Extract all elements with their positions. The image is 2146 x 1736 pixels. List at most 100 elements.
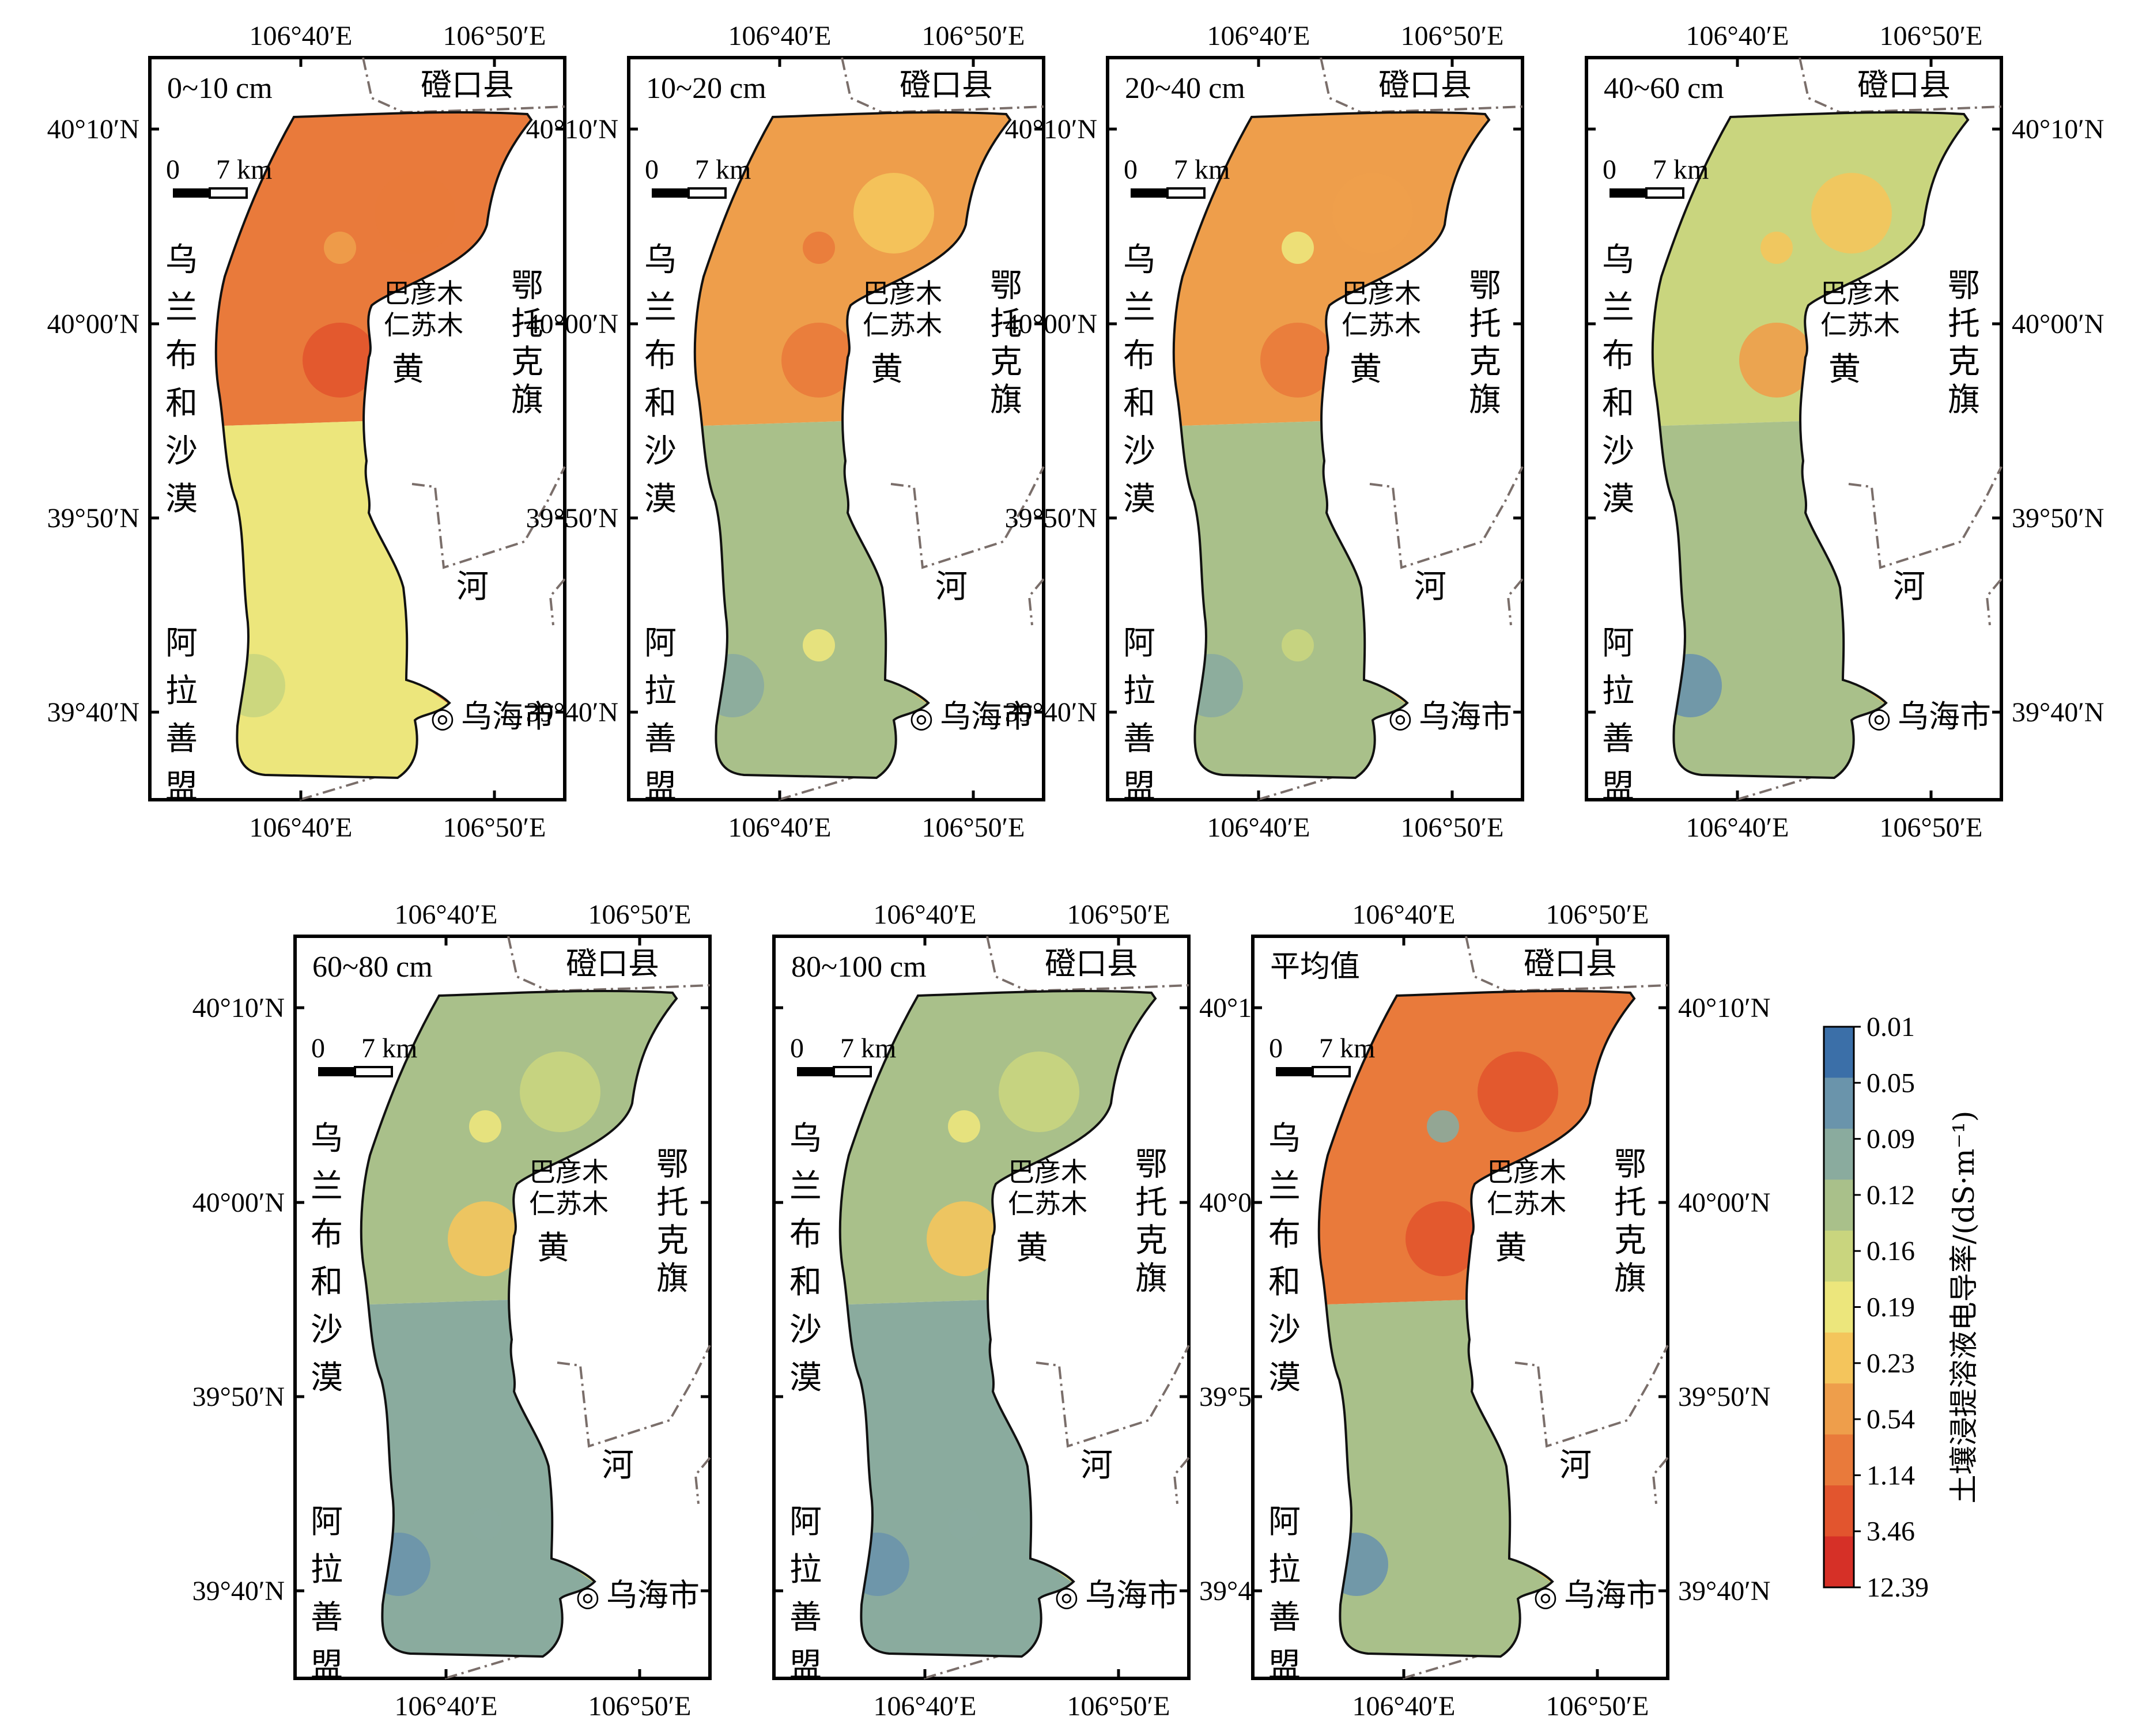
place-bayan-line: 仁苏木 — [1820, 309, 1900, 341]
scale-distance: 7 km — [1653, 154, 1709, 185]
panel-depth-label: 20~40 cm — [1125, 72, 1245, 105]
place-ulan-buh-char: 兰 — [165, 289, 198, 327]
place-he: 河 — [1893, 568, 1925, 606]
y-tick-label-right: 39°50′N — [2012, 503, 2104, 534]
x-tick-label-top: 106°40′E — [249, 21, 352, 51]
conductivity-hotspot — [948, 1110, 980, 1143]
map-panel: 106°40′E 106°40′E 106°50′E 106°50′E 40°10′N 4… — [192, 899, 712, 1722]
scale-zero: 0 — [166, 154, 180, 185]
y-tick-label-right: 39°40′N — [1678, 1576, 1770, 1606]
place-alxa-char: 善 — [1123, 720, 1155, 758]
place-huang: 黄 — [392, 351, 424, 388]
place-ulan-buh-char: 漠 — [1602, 481, 1634, 518]
scale-distance: 7 km — [840, 1033, 896, 1064]
conductivity-hotspot — [520, 1052, 600, 1132]
place-alxa-char: 阿 — [311, 1503, 343, 1541]
colorbar — [1823, 1026, 1855, 1589]
place-ulan-buh-char: 乌 — [1123, 241, 1155, 279]
map-panel: 106°40′E 106°40′E 106°50′E 106°50′E 40°10′N 4… — [526, 21, 1045, 843]
conductivity-hotspot — [1427, 1508, 1459, 1540]
scale-distance: 7 km — [695, 154, 751, 185]
scale-bar-white — [833, 1066, 872, 1077]
scale-bar-black — [797, 1067, 834, 1076]
study-area-outline — [838, 989, 1157, 1658]
y-tick-label-left: 39°50′N — [192, 1382, 285, 1412]
colorbar-value-label: 0.19 — [1867, 1292, 1915, 1323]
y-tick-label-left: 40°10′N — [1005, 114, 1097, 145]
y-tick-label-left: 39°40′N — [1005, 697, 1097, 728]
wuhai-city-symbol: ◎ — [909, 702, 934, 734]
colorbar-swatch — [1824, 1281, 1854, 1333]
place-wuhai: 乌海市 — [940, 698, 1033, 735]
map-panel: 106°40′E 106°40′E 106°50′E 106°50′E 40°10′N 4… — [1005, 21, 1524, 843]
y-tick-label-right: 40°00′N — [2012, 309, 2104, 339]
place-ulan-buh-char: 沙 — [789, 1311, 822, 1349]
place-he: 河 — [456, 568, 489, 606]
scale-distance: 7 km — [361, 1033, 417, 1064]
place-alxa-char: 善 — [165, 720, 198, 758]
conductivity-hotspot — [469, 1508, 501, 1540]
place-ulan-buh-char: 沙 — [1123, 433, 1155, 470]
panel-depth-label: 60~80 cm — [312, 951, 433, 984]
scale-zero: 0 — [1124, 154, 1138, 185]
place-ulan-buh-char: 乌 — [165, 241, 198, 279]
place-bayan-line: 仁苏木 — [1342, 309, 1421, 341]
place-bayan-line: 仁苏木 — [1008, 1188, 1087, 1219]
place-alxa-char: 拉 — [311, 1551, 343, 1589]
conductivity-hotspot — [781, 323, 856, 398]
colorbar-swatch — [1824, 1485, 1854, 1537]
conductivity-hotspot — [1332, 173, 1413, 254]
conductivity-hotspot — [803, 629, 835, 661]
place-otog-char: 克 — [511, 343, 543, 381]
place-alxa-char: 拉 — [1602, 672, 1634, 710]
county-boundary-east-2 — [1652, 1457, 1669, 1504]
x-tick-label-top: 106°50′E — [1879, 21, 1982, 51]
place-wuhai: 乌海市 — [1085, 1577, 1178, 1613]
place-ulan-buh-char: 兰 — [311, 1168, 343, 1205]
place-otog-char: 旗 — [511, 381, 543, 419]
conductivity-hotspot — [948, 1508, 980, 1540]
place-alxa-char: 拉 — [1268, 1551, 1301, 1589]
y-tick-label-left: 39°50′N — [526, 503, 618, 534]
place-alxa-char: 阿 — [644, 625, 677, 662]
place-otog-char: 克 — [1135, 1222, 1168, 1260]
place-alxa-char: 盟 — [644, 768, 677, 805]
place-huang: 黄 — [1828, 351, 1861, 388]
y-tick-label-right: 40°10′N — [2012, 114, 2104, 145]
place-otog-char: 旗 — [990, 381, 1022, 419]
county-boundary-east — [411, 466, 566, 569]
scale-zero: 0 — [311, 1033, 325, 1064]
x-tick-label-bottom: 106°40′E — [728, 812, 831, 843]
wuhai-city-symbol: ◎ — [430, 702, 455, 734]
conductivity-hotspot — [1478, 1052, 1558, 1132]
place-ulan-buh-char: 漠 — [1268, 1359, 1301, 1397]
place-ulan-buh-char: 沙 — [644, 433, 677, 470]
y-tick-label-left: 39°40′N — [526, 697, 618, 728]
y-tick-label-left: 40°10′N — [47, 114, 139, 145]
place-huang: 黄 — [1495, 1230, 1527, 1267]
place-ulan-buh-char: 兰 — [1123, 289, 1155, 327]
study-area-outline — [360, 989, 678, 1658]
colorbar-swatch — [1824, 1027, 1854, 1079]
place-ulan-buh-char: 乌 — [1268, 1120, 1301, 1158]
place-otog-char: 克 — [1948, 343, 1980, 381]
place-ulan-buh-char: 乌 — [644, 241, 677, 279]
y-tick-label-left: 39°50′N — [47, 503, 139, 534]
scale-bar-black — [1131, 188, 1168, 198]
scale-bar-black — [1609, 188, 1646, 198]
place-ulan-buh-char: 布 — [165, 337, 198, 375]
x-tick-label-bottom: 106°50′E — [1546, 1691, 1649, 1722]
place-ulan-buh-char: 沙 — [311, 1311, 343, 1349]
wuhai-city-symbol: ◎ — [1388, 702, 1412, 734]
place-alxa-char: 拉 — [789, 1551, 822, 1589]
place-otog-char: 托 — [1948, 305, 1980, 343]
wuhai-city-symbol: ◎ — [1055, 1580, 1079, 1613]
scale-zero: 0 — [1603, 154, 1616, 185]
scale-distance: 7 km — [1319, 1033, 1375, 1064]
place-otog-char: 旗 — [1469, 381, 1501, 419]
colorbar-value-label: 12.39 — [1867, 1572, 1929, 1603]
x-tick-label-top: 106°40′E — [728, 21, 831, 51]
wuhai-city-symbol: ◎ — [576, 1580, 600, 1613]
place-huang: 黄 — [871, 351, 903, 388]
conductivity-hotspot — [803, 232, 835, 264]
